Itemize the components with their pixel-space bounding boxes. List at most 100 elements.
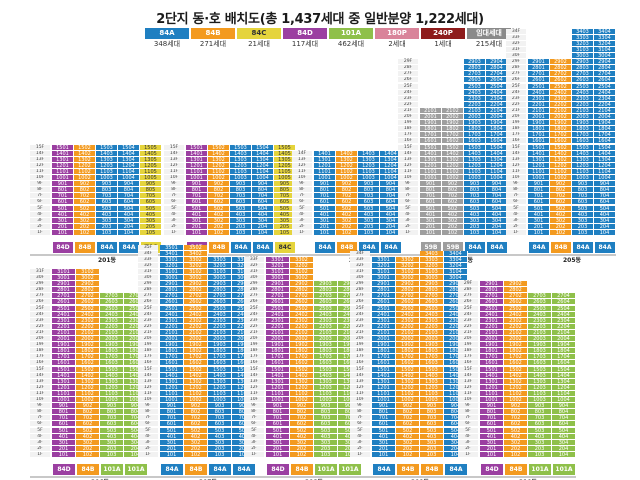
unit-cell: 1802 — [290, 348, 314, 355]
floor-label: 30F — [350, 275, 370, 282]
unit-cell: 1002 — [550, 175, 572, 182]
unit-cell: 1401 — [160, 372, 184, 379]
floor-label: 3F — [292, 217, 312, 224]
floor-label: 15F — [30, 366, 50, 373]
unit-cell: 2603 — [528, 299, 552, 306]
unit-cell: 101 — [52, 229, 74, 236]
unit-cell: 2902 — [550, 59, 572, 66]
unit-cell: 802 — [76, 409, 100, 416]
unit-cell: 403 — [464, 211, 486, 218]
unit-cell: 1502 — [290, 366, 314, 373]
floor-label: 13F — [350, 378, 370, 385]
floor-label: 13F — [164, 156, 184, 163]
unit-cell: 1304 — [594, 156, 616, 163]
unit-cell: 1003 — [358, 175, 380, 182]
legend: 84A 348세대 84B 271세대 84C 21세대 84D 117세대 1… — [145, 28, 511, 50]
unit-cell: 202 — [290, 445, 314, 452]
unit-cell: 501 — [314, 205, 336, 212]
unit-cell: 2001 — [372, 336, 396, 343]
floor-label: 29F — [506, 59, 526, 66]
building-baseline — [138, 476, 256, 478]
unit-cell: 601 — [52, 421, 76, 428]
unit-cell: 3003 — [572, 53, 594, 60]
unit-cell: 503 — [208, 427, 232, 434]
unit-cell: 2301 — [52, 317, 76, 324]
unit-cell: 704 — [552, 415, 576, 422]
floor-label: 15F — [350, 366, 370, 373]
unit-cell: 301 — [186, 217, 208, 224]
unit-cell: 403 — [100, 433, 124, 440]
unit-cell: 1603 — [100, 360, 124, 367]
unit-cell: 301 — [266, 439, 290, 446]
line-type-chip: 84B — [421, 464, 443, 475]
floor-label: 11F — [398, 168, 418, 175]
floor-label: 22F — [244, 323, 264, 330]
unit-cell: 1302 — [76, 378, 100, 385]
floor-label: 6F — [244, 421, 264, 428]
unit-cell: 1002 — [208, 175, 230, 182]
unit-cell: 103 — [230, 229, 252, 236]
floor-label: 19F — [398, 120, 418, 127]
unit-cell: 2802 — [396, 287, 420, 294]
unit-cell: 2501 — [52, 305, 76, 312]
unit-cell: 2302 — [550, 95, 572, 102]
unit-cell: 2004 — [594, 114, 616, 121]
floor-label: 12F — [30, 384, 50, 391]
unit-cell: 1502 — [504, 366, 528, 373]
unit-cell: 504 — [252, 205, 274, 212]
unit-cell: 1802 — [396, 348, 420, 355]
floor-label: 5F — [30, 427, 50, 434]
unit-cell: 2402 — [550, 89, 572, 96]
unit-cell: 302 — [290, 439, 314, 446]
unit-cell: 2802 — [184, 287, 208, 294]
unit-cell: 2801 — [480, 287, 504, 294]
floor-label: 13F — [244, 378, 264, 385]
floor-label: 16F — [458, 360, 478, 367]
floor-label: 35F — [138, 244, 158, 251]
floor-label: 31F — [138, 268, 158, 275]
unit-cell: 3204 — [594, 40, 616, 47]
unit-cell: 1301 — [52, 378, 76, 385]
unit-cell: 503 — [314, 427, 338, 434]
unit-cell: 2304 — [486, 95, 508, 102]
building-baseline — [458, 476, 576, 478]
unit-cell: 1501 — [186, 144, 208, 151]
floor-label: 13F — [506, 156, 526, 163]
floor-label: 10F — [398, 175, 418, 182]
unit-cell: 1002 — [442, 175, 464, 182]
floor-label: 24F — [398, 89, 418, 96]
unit-cell: 3203 — [420, 262, 444, 269]
floor-label: 8F — [30, 409, 50, 416]
unit-cell: 503 — [420, 427, 444, 434]
unit-cell: 103 — [96, 229, 118, 236]
unit-cell: 805 — [140, 187, 162, 194]
floor-label: 18F — [350, 348, 370, 355]
unit-cell: 1603 — [572, 138, 594, 145]
unit-cell: 604 — [552, 421, 576, 428]
legend-chip: 84C — [237, 28, 281, 39]
floor-label: 9F — [458, 403, 478, 410]
unit-cell: 2503 — [528, 305, 552, 312]
unit-cell: 2302 — [504, 317, 528, 324]
unit-cell: 901 — [314, 181, 336, 188]
line-type-chip: 59B — [421, 242, 441, 253]
unit-cell: 802 — [290, 409, 314, 416]
floor-label: 13F — [30, 156, 50, 163]
unit-cell: 703 — [314, 415, 338, 422]
unit-cell: 601 — [372, 421, 396, 428]
unit-cell: 1003 — [100, 397, 124, 404]
unit-cell: 1002 — [336, 175, 358, 182]
unit-cell: 505 — [140, 205, 162, 212]
unit-cell: 1102 — [336, 168, 358, 175]
unit-cell: 2201 — [528, 101, 550, 108]
line-type-chip: 101A — [553, 464, 575, 475]
floor-label: 33F — [244, 256, 264, 263]
unit-cell: 604 — [252, 199, 274, 206]
unit-cell: 301 — [160, 439, 184, 446]
unit-cell: 1201 — [52, 162, 74, 169]
unit-cell: 302 — [208, 217, 230, 224]
unit-cell: 1902 — [550, 120, 572, 127]
floor-label: 14F — [138, 372, 158, 379]
unit-cell: 902 — [336, 181, 358, 188]
unit-cell: 304 — [486, 217, 508, 224]
